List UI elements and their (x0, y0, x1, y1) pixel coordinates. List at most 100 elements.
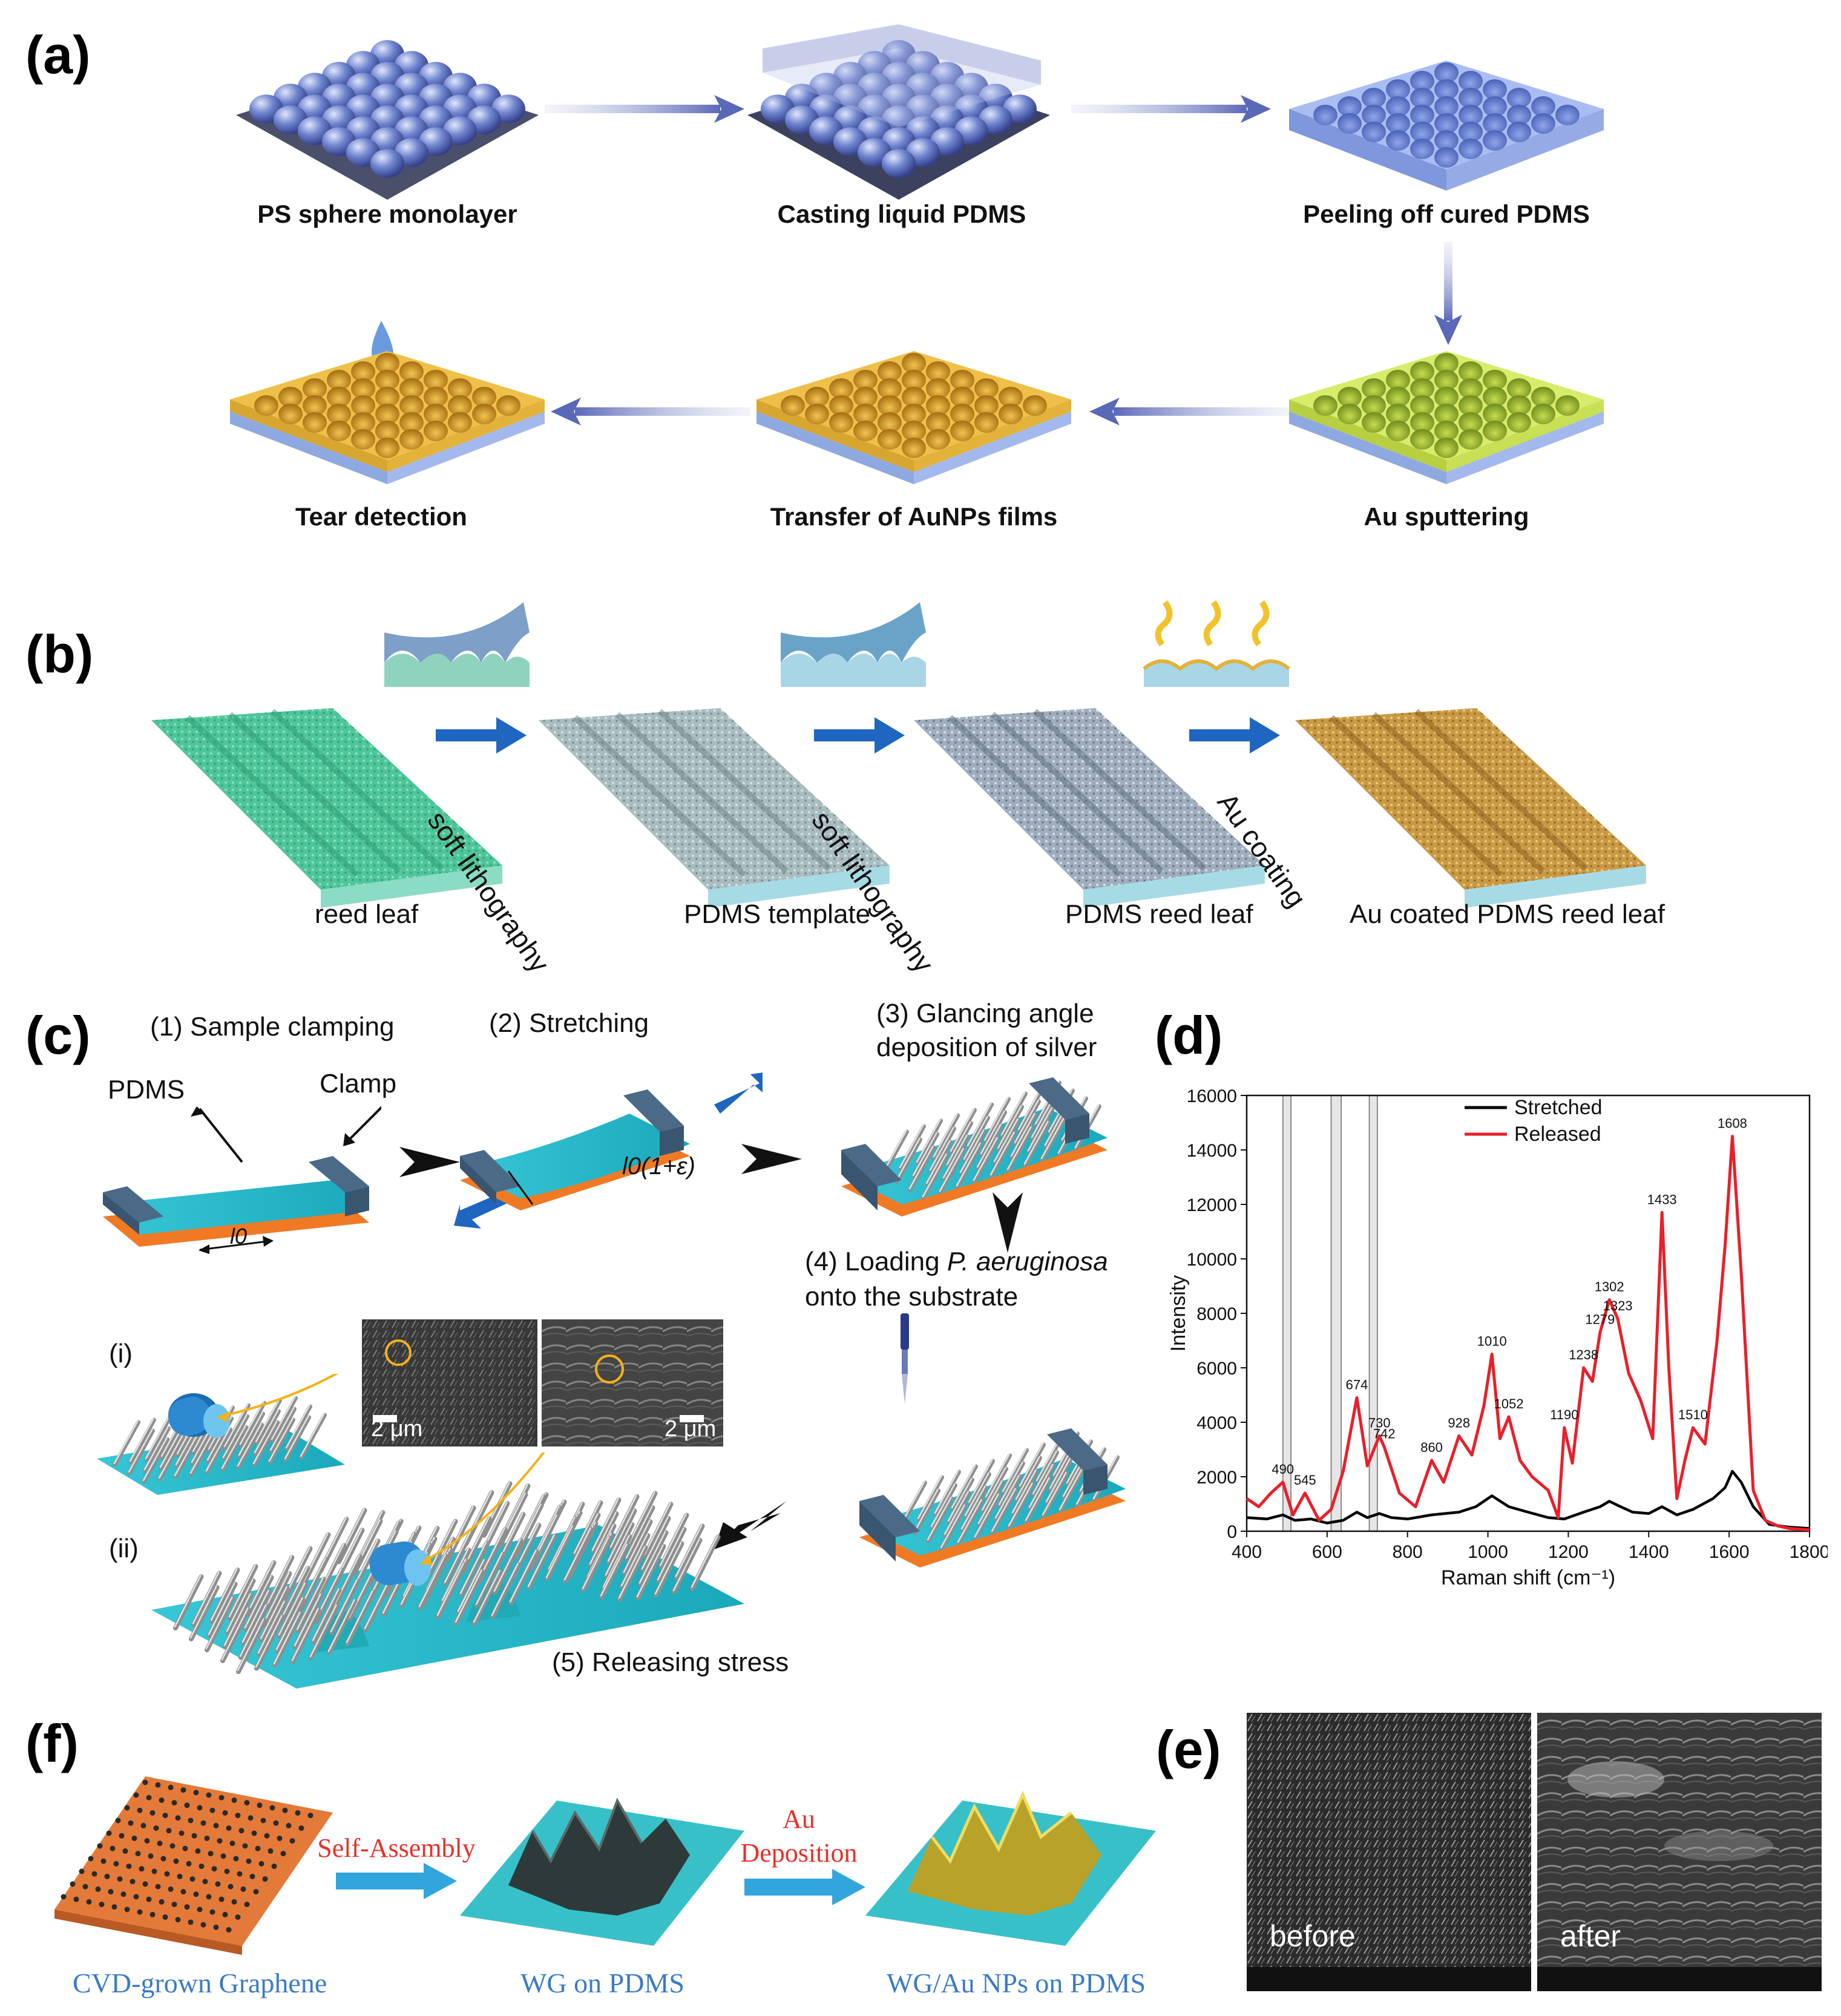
transfer-aunps-illustration (756, 351, 1071, 484)
pdms-reed-leaf-surface (914, 708, 1265, 908)
legend-label: Released (1514, 1123, 1601, 1146)
peeled-pdms-illustration (1289, 61, 1604, 191)
x-tick-label: 1600 (1709, 1542, 1750, 1562)
arrow-right-icon (336, 1863, 457, 1899)
step-ps-sphere-monolayer: PS sphere monolayer (257, 200, 517, 228)
scale-bar-label-1: 2 μm (371, 1416, 423, 1442)
x-tick-label: 400 (1232, 1542, 1262, 1562)
au-coated-pdms-reed-leaf-surface (1295, 708, 1646, 908)
arrow-right-icon (1189, 717, 1280, 754)
wg-au-nps-on-pdms-illustration (865, 1790, 1156, 1946)
step-sample-clamping: (1) Sample clamping (150, 1012, 395, 1042)
sem-before-image (1247, 1713, 1531, 1991)
peak-label: 545 (1294, 1473, 1316, 1488)
pipette-icon (901, 1313, 909, 1404)
sem-image-dense (362, 1319, 537, 1446)
arrow-right-icon (399, 1147, 460, 1177)
step-glancing-angle-line1: (3) Glancing angle (876, 999, 1094, 1028)
peak-label: 1052 (1494, 1396, 1524, 1411)
x-tick-label: 600 (1312, 1542, 1342, 1562)
stage-pdms-reed-leaf: PDMS reed leaf (1065, 899, 1253, 929)
y-tick-label: 2000 (1196, 1468, 1237, 1488)
peak-label: 742 (1373, 1427, 1396, 1442)
peak-label: 1010 (1477, 1334, 1507, 1349)
y-tick-label: 8000 (1196, 1304, 1237, 1324)
panel-d-label: (d) (1155, 1005, 1223, 1065)
ps-sphere-monolayer-illustration (236, 40, 539, 200)
glancing-angle-deposition-illustration (841, 1077, 1108, 1216)
peak-label: 1238 (1569, 1347, 1598, 1362)
stage-wg-au-nps-on-pdms: WG/Au NPs on PDMS (887, 1968, 1146, 1998)
x-tick-label: 1000 (1468, 1542, 1508, 1562)
peak-label: 1302 (1595, 1279, 1624, 1295)
stage-cvd-grown-graphene: CVD-grown Graphene (73, 1968, 327, 1998)
peak-label: 1323 (1603, 1298, 1633, 1313)
arrow-left-icon (1089, 398, 1289, 425)
y-tick-label: 16000 (1187, 1086, 1237, 1106)
x-tick-label: 800 (1393, 1542, 1423, 1562)
stretched-length-label: l0(1+ε) (622, 1153, 695, 1180)
panel-e-label: (e) (1156, 1719, 1221, 1779)
sem-before-caption: before (1270, 1919, 1356, 1953)
series-line-released (1245, 1135, 1810, 1532)
tear-detection-illustration (230, 321, 545, 484)
step-glancing-angle-line2: deposition of silver (876, 1033, 1097, 1062)
shaded-band (1330, 1095, 1342, 1532)
step-peeling-off-cured-pdms: Peeling off cured PDMS (1303, 200, 1590, 228)
step-stretching: (2) Stretching (489, 1008, 649, 1038)
step-transfer-aunps-films: Transfer of AuNPs films (770, 502, 1058, 531)
stage-wg-on-pdms: WG on PDMS (520, 1968, 684, 1998)
loaded-substrate-illustration (859, 1428, 1126, 1568)
panel-a-label: (a) (25, 25, 91, 85)
raman-spectrum-chart: 0 2000 4000 6000 8000 10000 12000 14000 16000 400… (1167, 1086, 1828, 1589)
case-i-label: (i) (109, 1339, 133, 1368)
arrow-down-icon (1434, 242, 1462, 345)
stretching-illustration (454, 1072, 763, 1229)
clamp-label: Clamp (320, 1069, 397, 1098)
sem-after-image (1537, 1713, 1822, 1991)
arrow-right-icon (436, 717, 527, 754)
scale-bar-label-2: 2 μm (665, 1416, 717, 1442)
y-tick-label: 4000 (1196, 1413, 1237, 1433)
sem-image-wrinkled (542, 1319, 723, 1446)
au-coating-cross-section-icon (1143, 600, 1290, 687)
step-loading-species: P. aeruginosa (947, 1247, 1108, 1276)
wg-on-pdms-illustration (460, 1798, 744, 1946)
arrow-label-deposition: Deposition (740, 1838, 858, 1868)
arrow-right-icon (545, 95, 744, 123)
au-sputtering-illustration (1289, 351, 1604, 484)
arrow-left-icon (551, 398, 750, 425)
legend-label: Stretched (1514, 1096, 1603, 1119)
peak-label: 1510 (1678, 1407, 1708, 1422)
reed-leaf-surface (151, 708, 502, 908)
sample-clamping-illustration (103, 1106, 381, 1254)
y-tick-label: 0 (1227, 1522, 1237, 1542)
replication-cross-section-icon (781, 602, 926, 687)
case-ii-label: (ii) (109, 1534, 139, 1563)
arrow-down-icon (993, 1192, 1023, 1253)
step-casting-liquid-pdms: Casting liquid PDMS (777, 200, 1026, 228)
step-loading-line1: (4) Loading P. aeruginosa (805, 1247, 1108, 1277)
bacterium-on-wrinkled-rods (151, 1453, 744, 1689)
shaded-band (1368, 1095, 1378, 1532)
peak-label: 674 (1346, 1377, 1368, 1393)
pdms-label: PDMS (108, 1075, 185, 1105)
x-tick-label: 1800 (1790, 1542, 1828, 1562)
peak-label: 730 (1368, 1416, 1391, 1431)
peak-label: 928 (1448, 1416, 1470, 1431)
step-loading-prefix: (4) Loading (805, 1247, 947, 1276)
peak-label: 490 (1272, 1462, 1294, 1477)
arrow-label-self-assembly: Self-Assembly (317, 1833, 476, 1863)
panel-f-label: (f) (25, 1713, 79, 1773)
casting-pdms-illustration (747, 24, 1050, 200)
arrow-right-icon (814, 717, 905, 754)
stage-pdms-template: PDMS template (684, 899, 871, 929)
x-tick-label: 1400 (1629, 1542, 1669, 1562)
y-tick-label: 6000 (1196, 1359, 1237, 1379)
bacterium-on-straight-rods (97, 1374, 345, 1495)
panel-b-label: (b) (25, 624, 94, 684)
y-tick-label: 10000 (1187, 1250, 1237, 1270)
arrow-right-icon (1071, 95, 1271, 123)
sem-after-caption: after (1560, 1919, 1621, 1953)
y-tick-label: 14000 (1187, 1141, 1237, 1161)
